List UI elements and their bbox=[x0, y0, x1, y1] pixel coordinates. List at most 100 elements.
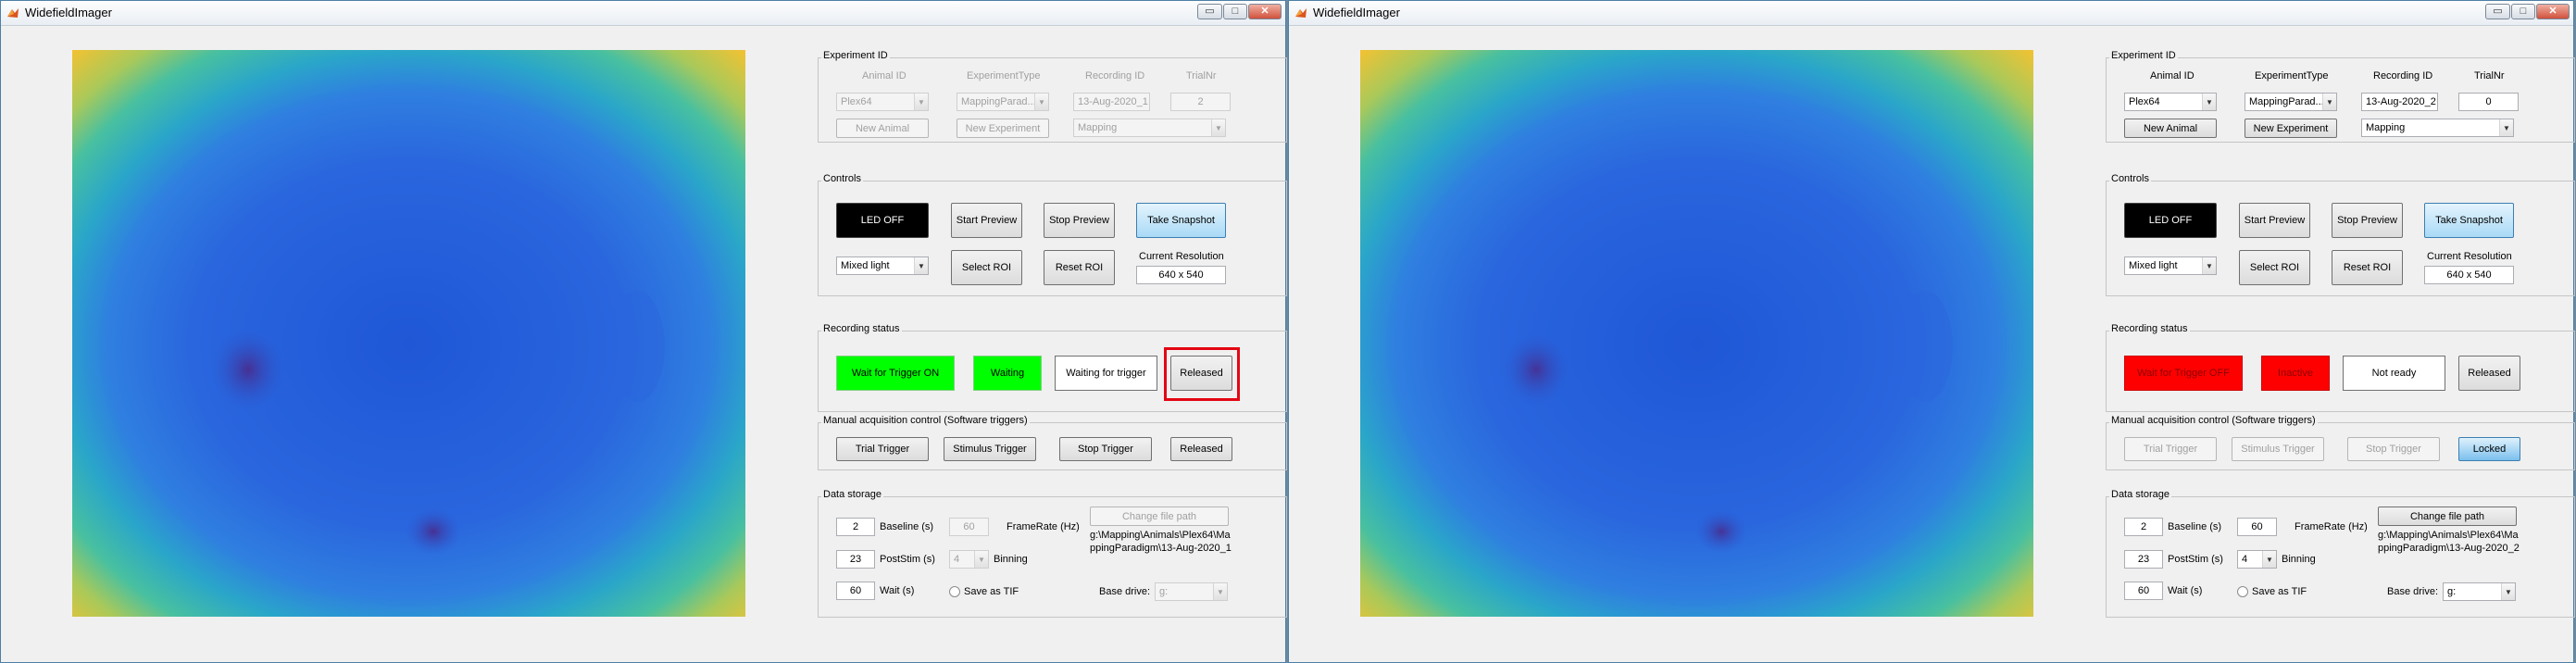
recording-id-field[interactable]: 13-Aug-2020_2 bbox=[2361, 93, 2438, 111]
baseline-label: Baseline (s) bbox=[2168, 521, 2222, 532]
software-trigger-lock-button[interactable]: Locked bbox=[2458, 437, 2520, 461]
light-mode-dropdown[interactable]: Mixed light ▼ bbox=[2124, 256, 2217, 275]
chevron-down-icon: ▼ bbox=[974, 551, 988, 568]
data-storage-group: Data storage 2 Baseline (s) 60 FrameRate… bbox=[818, 489, 1287, 618]
framerate-field[interactable]: 60 bbox=[2237, 518, 2277, 536]
reset-roi-button[interactable]: Reset ROI bbox=[1044, 250, 1115, 285]
binning-value: 4 bbox=[2242, 554, 2248, 565]
software-trigger-lock-button[interactable]: Released bbox=[1170, 437, 1232, 461]
group-label: Controls bbox=[2109, 173, 2151, 184]
paradigm-value: Mapping bbox=[1078, 122, 1118, 133]
camera-preview-image[interactable] bbox=[1360, 50, 2033, 617]
baseline-field[interactable]: 2 bbox=[2124, 518, 2163, 536]
current-resolution-label: Current Resolution bbox=[2427, 251, 2512, 262]
binning-label: Binning bbox=[2282, 554, 2316, 565]
start-preview-button[interactable]: Start Preview bbox=[2239, 203, 2310, 238]
chevron-down-icon: ▼ bbox=[2501, 583, 2515, 600]
experiment-id-group: Experiment ID Animal ID ExperimentType R… bbox=[2106, 50, 2575, 143]
group-label: Manual acquisition control (Software tri… bbox=[2109, 415, 2318, 426]
reset-roi-button[interactable]: Reset ROI bbox=[2332, 250, 2403, 285]
framerate-field[interactable]: 60 bbox=[949, 518, 989, 536]
group-label: Manual acquisition control (Software tri… bbox=[821, 415, 1030, 426]
animal-id-dropdown[interactable]: Plex64 ▼ bbox=[2124, 93, 2217, 111]
trial-nr-label: TrialNr bbox=[2474, 70, 2505, 81]
save-as-tif-checkbox[interactable] bbox=[2237, 586, 2248, 597]
group-label: Recording status bbox=[2109, 323, 2190, 334]
release-lock-button[interactable]: Released bbox=[2458, 356, 2520, 391]
binning-value: 4 bbox=[954, 554, 960, 565]
select-roi-button[interactable]: Select ROI bbox=[2239, 250, 2310, 285]
status-message: Waiting for trigger bbox=[1055, 356, 1157, 391]
recording-id-label: Recording ID bbox=[1085, 70, 1145, 81]
binning-dropdown[interactable]: 4 ▼ bbox=[2237, 550, 2277, 569]
base-drive-dropdown[interactable]: g: ▼ bbox=[2443, 582, 2516, 601]
trial-nr-field[interactable]: 0 bbox=[2458, 93, 2519, 111]
wait-field[interactable]: 60 bbox=[836, 582, 875, 600]
maximize-button[interactable]: □ bbox=[2511, 4, 2535, 19]
trial-trigger-button[interactable]: Trial Trigger bbox=[836, 437, 929, 461]
recording-id-field[interactable]: 13-Aug-2020_1 bbox=[1073, 93, 1150, 111]
base-drive-dropdown[interactable]: g: ▼ bbox=[1155, 582, 1228, 601]
recording-status-group: Recording status Wait for Trigger OFF In… bbox=[2106, 323, 2575, 412]
trigger-status-indicator: Wait for Trigger ON bbox=[836, 356, 955, 391]
new-experiment-button[interactable]: New Experiment bbox=[957, 119, 1049, 138]
stop-preview-button[interactable]: Stop Preview bbox=[2332, 203, 2403, 238]
animal-id-value: Plex64 bbox=[841, 96, 872, 107]
start-preview-button[interactable]: Start Preview bbox=[951, 203, 1022, 238]
stop-trigger-button[interactable]: Stop Trigger bbox=[2347, 437, 2440, 461]
save-as-tif-checkbox[interactable] bbox=[949, 586, 960, 597]
select-roi-button[interactable]: Select ROI bbox=[951, 250, 1022, 285]
new-animal-button[interactable]: New Animal bbox=[2124, 119, 2217, 138]
new-experiment-button[interactable]: New Experiment bbox=[2245, 119, 2337, 138]
window-title: WidefieldImager bbox=[25, 6, 112, 19]
chevron-down-icon: ▼ bbox=[1211, 119, 1225, 136]
stop-trigger-button[interactable]: Stop Trigger bbox=[1059, 437, 1152, 461]
change-file-path-button[interactable]: Change file path bbox=[1090, 507, 1229, 526]
experiment-id-group: Experiment ID Animal ID ExperimentType R… bbox=[818, 50, 1287, 143]
wait-field[interactable]: 60 bbox=[2124, 582, 2163, 600]
poststim-field[interactable]: 23 bbox=[2124, 550, 2163, 569]
base-drive-label: Base drive: bbox=[2387, 586, 2439, 597]
led-toggle-button[interactable]: LED OFF bbox=[2124, 203, 2217, 238]
highlight-box bbox=[1164, 347, 1240, 401]
experiment-type-label: ExperimentType bbox=[2255, 70, 2329, 81]
group-label: Data storage bbox=[2109, 489, 2171, 500]
group-label: Recording status bbox=[821, 323, 902, 334]
take-snapshot-button[interactable]: Take Snapshot bbox=[2424, 203, 2514, 238]
chevron-down-icon: ▼ bbox=[1213, 583, 1227, 600]
baseline-field[interactable]: 2 bbox=[836, 518, 875, 536]
poststim-field[interactable]: 23 bbox=[836, 550, 875, 569]
change-file-path-button[interactable]: Change file path bbox=[2378, 507, 2517, 526]
take-snapshot-button[interactable]: Take Snapshot bbox=[1136, 203, 1226, 238]
paradigm-dropdown[interactable]: Mapping ▼ bbox=[1073, 119, 1226, 137]
group-label: Experiment ID bbox=[821, 50, 890, 61]
light-mode-value: Mixed light bbox=[841, 260, 890, 271]
maximize-button[interactable]: □ bbox=[1223, 4, 1247, 19]
experiment-type-dropdown[interactable]: MappingParad... ▼ bbox=[957, 93, 1049, 111]
group-label: Experiment ID bbox=[2109, 50, 2178, 61]
minimize-button[interactable]: ▭ bbox=[2485, 4, 2510, 19]
trial-nr-field[interactable]: 2 bbox=[1170, 93, 1231, 111]
camera-preview-image[interactable] bbox=[72, 50, 745, 617]
light-mode-dropdown[interactable]: Mixed light ▼ bbox=[836, 256, 929, 275]
animal-id-dropdown[interactable]: Plex64 ▼ bbox=[836, 93, 929, 111]
stimulus-trigger-button[interactable]: Stimulus Trigger bbox=[2232, 437, 2324, 461]
title-bar: WidefieldImager ▭ □ ✕ bbox=[1, 1, 1285, 26]
stop-preview-button[interactable]: Stop Preview bbox=[1044, 203, 1115, 238]
wait-label: Wait (s) bbox=[880, 585, 915, 596]
paradigm-dropdown[interactable]: Mapping ▼ bbox=[2361, 119, 2514, 137]
stimulus-trigger-button[interactable]: Stimulus Trigger bbox=[944, 437, 1036, 461]
recording-status-group: Recording status Wait for Trigger ON Wai… bbox=[818, 323, 1287, 412]
release-lock-button[interactable]: Released bbox=[1170, 356, 1232, 391]
experiment-type-dropdown[interactable]: MappingParad... ▼ bbox=[2245, 93, 2337, 111]
chevron-down-icon: ▼ bbox=[1034, 94, 1048, 110]
recording-id-label: Recording ID bbox=[2373, 70, 2433, 81]
trial-trigger-button[interactable]: Trial Trigger bbox=[2124, 437, 2217, 461]
minimize-button[interactable]: ▭ bbox=[1197, 4, 1222, 19]
new-animal-button[interactable]: New Animal bbox=[836, 119, 929, 138]
close-button[interactable]: ✕ bbox=[1248, 4, 1282, 19]
base-drive-label: Base drive: bbox=[1099, 586, 1151, 597]
binning-dropdown[interactable]: 4 ▼ bbox=[949, 550, 989, 569]
close-button[interactable]: ✕ bbox=[2536, 4, 2570, 19]
led-toggle-button[interactable]: LED OFF bbox=[836, 203, 929, 238]
